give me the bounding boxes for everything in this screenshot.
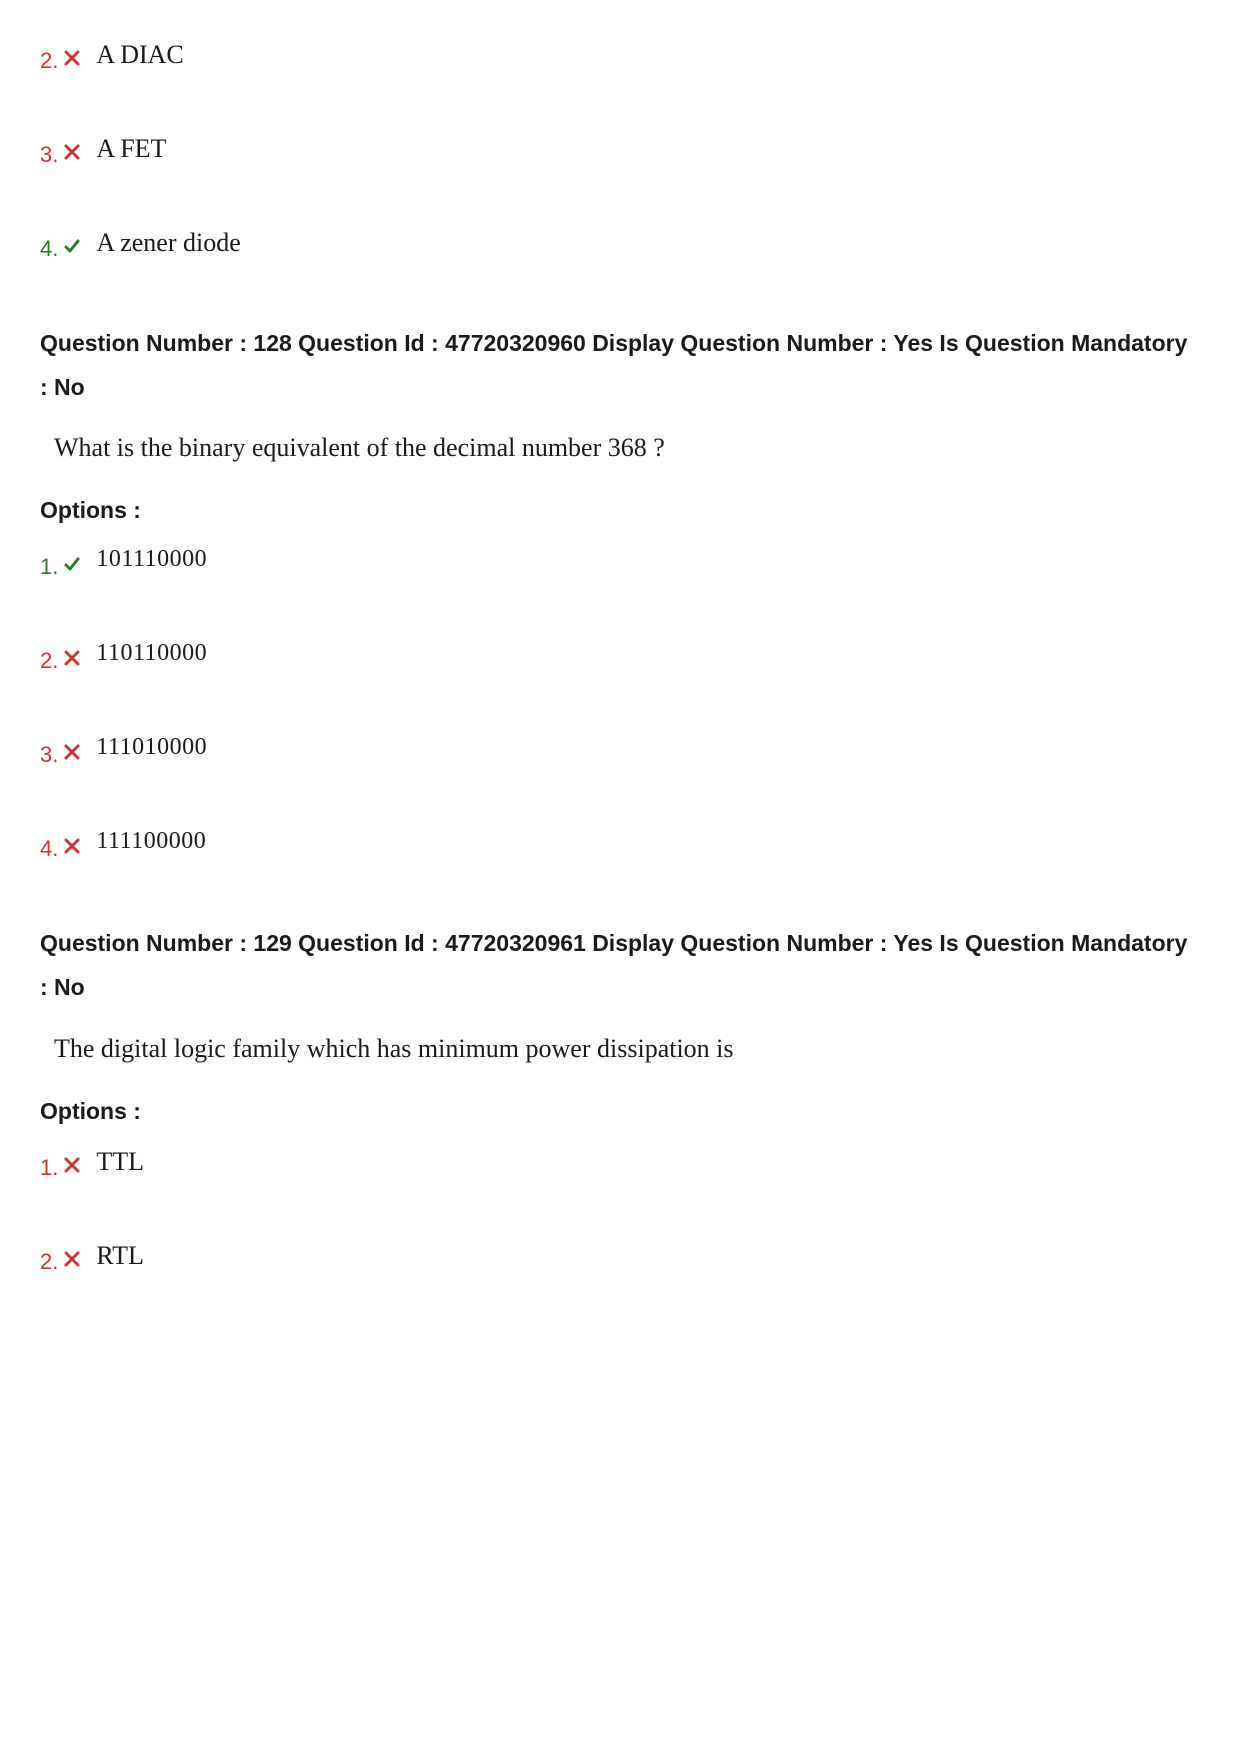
option-row: 1. 101110000 [40, 546, 1200, 580]
option-row: 3. 111010000 [40, 734, 1200, 768]
check-icon [64, 556, 82, 574]
check-icon [64, 238, 82, 256]
cross-icon [64, 50, 82, 68]
option-number: 1. [40, 554, 58, 580]
options-label: Options : [40, 497, 1200, 524]
option-number: 2. [40, 48, 58, 74]
options-label: Options : [40, 1098, 1200, 1125]
option-row: 3. A FET [40, 134, 1200, 168]
option-text: A FET [96, 134, 166, 164]
option-number: 2. [40, 1249, 58, 1275]
partial-previous-options: 2. A DIAC 3. A FET 4. A zener diode [40, 40, 1200, 262]
option-row: 4. A zener diode [40, 228, 1200, 262]
question-header: Question Number : 129 Question Id : 4772… [40, 922, 1200, 1009]
question-128: Question Number : 128 Question Id : 4772… [40, 322, 1200, 862]
option-text: 111100000 [96, 828, 206, 855]
option-row: 4. 111100000 [40, 828, 1200, 862]
option-text: A zener diode [96, 228, 240, 258]
option-row: 2. A DIAC [40, 40, 1200, 74]
question-header: Question Number : 128 Question Id : 4772… [40, 322, 1200, 409]
option-row: 2. 110110000 [40, 640, 1200, 674]
option-text: TTL [96, 1147, 144, 1177]
cross-icon [64, 838, 82, 856]
cross-icon [64, 1157, 82, 1175]
option-text: RTL [96, 1241, 144, 1271]
option-number: 2. [40, 648, 58, 674]
option-number: 3. [40, 142, 58, 168]
option-text: A DIAC [96, 40, 183, 70]
option-number: 4. [40, 236, 58, 262]
question-text: The digital logic family which has minim… [54, 1034, 1200, 1064]
question-text: What is the binary equivalent of the dec… [54, 433, 1200, 463]
option-row: 1. TTL [40, 1147, 1200, 1181]
option-number: 1. [40, 1155, 58, 1181]
option-number: 3. [40, 742, 58, 768]
option-text: 110110000 [96, 640, 207, 667]
option-row: 2. RTL [40, 1241, 1200, 1275]
option-text: 111010000 [96, 734, 207, 761]
question-129: Question Number : 129 Question Id : 4772… [40, 922, 1200, 1274]
cross-icon [64, 744, 82, 762]
cross-icon [64, 1251, 82, 1269]
cross-icon [64, 650, 82, 668]
option-text: 101110000 [96, 546, 207, 573]
cross-icon [64, 144, 82, 162]
option-number: 4. [40, 836, 58, 862]
